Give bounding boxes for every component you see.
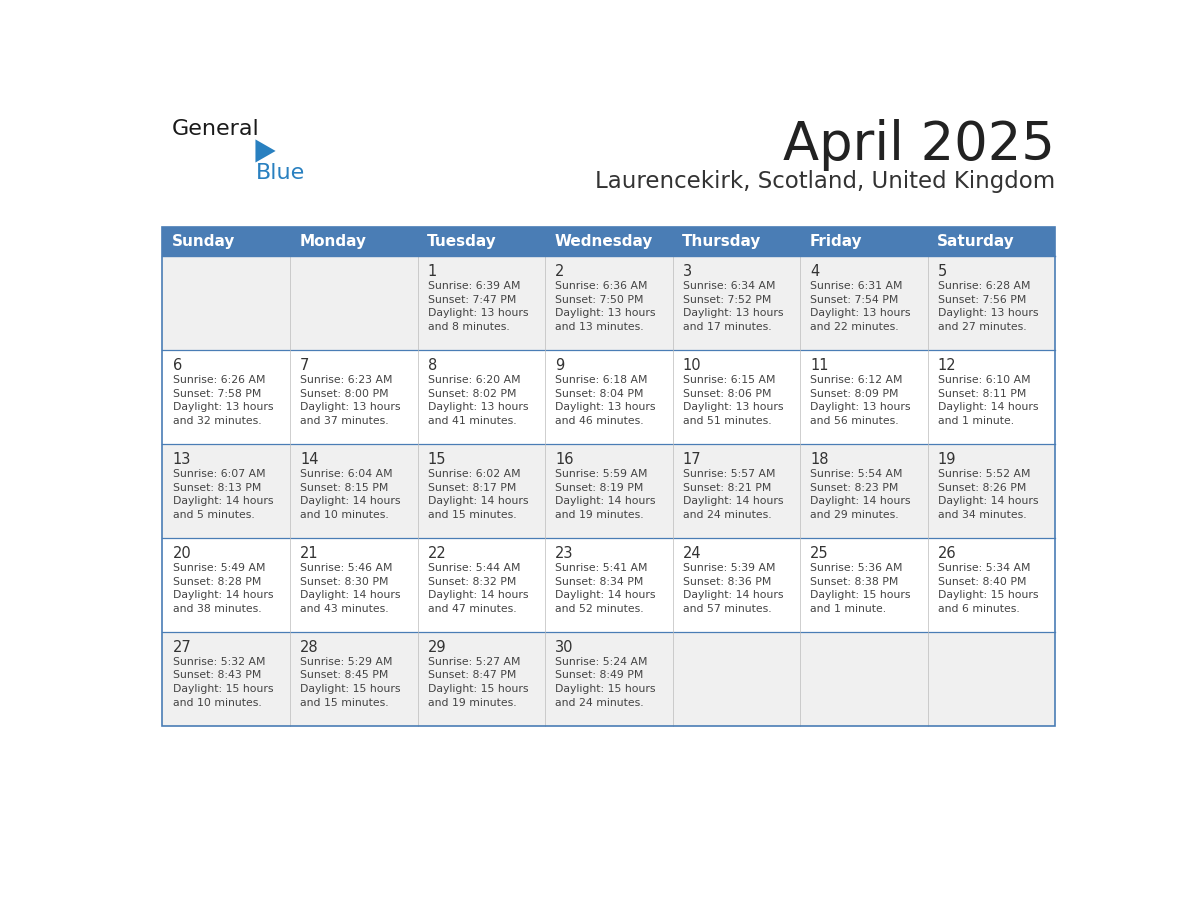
Text: 18: 18 <box>810 452 829 467</box>
Text: Sunrise: 5:32 AM
Sunset: 8:43 PM
Daylight: 15 hours
and 10 minutes.: Sunrise: 5:32 AM Sunset: 8:43 PM Dayligh… <box>172 657 273 708</box>
Text: Sunrise: 6:18 AM
Sunset: 8:04 PM
Daylight: 13 hours
and 46 minutes.: Sunrise: 6:18 AM Sunset: 8:04 PM Dayligh… <box>555 375 656 426</box>
Text: Sunrise: 5:57 AM
Sunset: 8:21 PM
Daylight: 14 hours
and 24 minutes.: Sunrise: 5:57 AM Sunset: 8:21 PM Dayligh… <box>683 469 783 520</box>
Text: Sunrise: 6:15 AM
Sunset: 8:06 PM
Daylight: 13 hours
and 51 minutes.: Sunrise: 6:15 AM Sunset: 8:06 PM Dayligh… <box>683 375 783 426</box>
Text: 12: 12 <box>937 358 956 373</box>
Text: Sunrise: 5:44 AM
Sunset: 8:32 PM
Daylight: 14 hours
and 47 minutes.: Sunrise: 5:44 AM Sunset: 8:32 PM Dayligh… <box>428 563 529 614</box>
Text: 24: 24 <box>683 546 701 561</box>
Text: 8: 8 <box>428 358 437 373</box>
Bar <box>163 227 1055 726</box>
Text: 23: 23 <box>555 546 574 561</box>
Text: 7: 7 <box>301 358 309 373</box>
Text: Sunrise: 5:36 AM
Sunset: 8:38 PM
Daylight: 15 hours
and 1 minute.: Sunrise: 5:36 AM Sunset: 8:38 PM Dayligh… <box>810 563 911 614</box>
Text: Sunrise: 5:52 AM
Sunset: 8:26 PM
Daylight: 14 hours
and 34 minutes.: Sunrise: 5:52 AM Sunset: 8:26 PM Dayligh… <box>937 469 1038 520</box>
Bar <box>163 351 1055 444</box>
Text: General: General <box>172 119 259 140</box>
Text: Sunrise: 6:34 AM
Sunset: 7:52 PM
Daylight: 13 hours
and 17 minutes.: Sunrise: 6:34 AM Sunset: 7:52 PM Dayligh… <box>683 281 783 332</box>
Text: Sunrise: 6:36 AM
Sunset: 7:50 PM
Daylight: 13 hours
and 13 minutes.: Sunrise: 6:36 AM Sunset: 7:50 PM Dayligh… <box>555 281 656 332</box>
Bar <box>163 227 1055 256</box>
Text: 21: 21 <box>301 546 318 561</box>
Text: Sunrise: 6:28 AM
Sunset: 7:56 PM
Daylight: 13 hours
and 27 minutes.: Sunrise: 6:28 AM Sunset: 7:56 PM Dayligh… <box>937 281 1038 332</box>
Text: 6: 6 <box>172 358 182 373</box>
Text: Friday: Friday <box>809 234 862 250</box>
Text: 3: 3 <box>683 264 691 279</box>
Text: Laurencekirk, Scotland, United Kingdom: Laurencekirk, Scotland, United Kingdom <box>595 170 1055 193</box>
Text: 29: 29 <box>428 640 447 655</box>
Text: Sunrise: 6:10 AM
Sunset: 8:11 PM
Daylight: 14 hours
and 1 minute.: Sunrise: 6:10 AM Sunset: 8:11 PM Dayligh… <box>937 375 1038 426</box>
Text: Sunrise: 5:24 AM
Sunset: 8:49 PM
Daylight: 15 hours
and 24 minutes.: Sunrise: 5:24 AM Sunset: 8:49 PM Dayligh… <box>555 657 656 708</box>
Text: 9: 9 <box>555 358 564 373</box>
Text: 28: 28 <box>301 640 318 655</box>
Text: 5: 5 <box>937 264 947 279</box>
Bar <box>163 444 1055 538</box>
Text: 30: 30 <box>555 640 574 655</box>
Text: 20: 20 <box>172 546 191 561</box>
Text: 13: 13 <box>172 452 191 467</box>
Text: Sunrise: 6:02 AM
Sunset: 8:17 PM
Daylight: 14 hours
and 15 minutes.: Sunrise: 6:02 AM Sunset: 8:17 PM Dayligh… <box>428 469 529 520</box>
Text: Sunrise: 6:12 AM
Sunset: 8:09 PM
Daylight: 13 hours
and 56 minutes.: Sunrise: 6:12 AM Sunset: 8:09 PM Dayligh… <box>810 375 911 426</box>
Text: Sunrise: 5:49 AM
Sunset: 8:28 PM
Daylight: 14 hours
and 38 minutes.: Sunrise: 5:49 AM Sunset: 8:28 PM Dayligh… <box>172 563 273 614</box>
Text: Sunrise: 6:31 AM
Sunset: 7:54 PM
Daylight: 13 hours
and 22 minutes.: Sunrise: 6:31 AM Sunset: 7:54 PM Dayligh… <box>810 281 911 332</box>
Text: Sunrise: 6:04 AM
Sunset: 8:15 PM
Daylight: 14 hours
and 10 minutes.: Sunrise: 6:04 AM Sunset: 8:15 PM Dayligh… <box>301 469 400 520</box>
Polygon shape <box>255 140 276 162</box>
Text: Sunrise: 5:54 AM
Sunset: 8:23 PM
Daylight: 14 hours
and 29 minutes.: Sunrise: 5:54 AM Sunset: 8:23 PM Dayligh… <box>810 469 911 520</box>
Text: Wednesday: Wednesday <box>555 234 652 250</box>
Text: 1: 1 <box>428 264 437 279</box>
Text: 26: 26 <box>937 546 956 561</box>
Bar <box>163 538 1055 633</box>
Text: 14: 14 <box>301 452 318 467</box>
Text: Saturday: Saturday <box>937 234 1015 250</box>
Text: Sunrise: 6:23 AM
Sunset: 8:00 PM
Daylight: 13 hours
and 37 minutes.: Sunrise: 6:23 AM Sunset: 8:00 PM Dayligh… <box>301 375 400 426</box>
Text: 22: 22 <box>428 546 447 561</box>
Text: Tuesday: Tuesday <box>426 234 497 250</box>
Text: April 2025: April 2025 <box>783 119 1055 172</box>
Text: Sunrise: 5:46 AM
Sunset: 8:30 PM
Daylight: 14 hours
and 43 minutes.: Sunrise: 5:46 AM Sunset: 8:30 PM Dayligh… <box>301 563 400 614</box>
Text: Blue: Blue <box>255 162 304 183</box>
Bar <box>163 256 1055 351</box>
Bar <box>163 633 1055 726</box>
Text: Sunrise: 5:41 AM
Sunset: 8:34 PM
Daylight: 14 hours
and 52 minutes.: Sunrise: 5:41 AM Sunset: 8:34 PM Dayligh… <box>555 563 656 614</box>
Text: Sunrise: 6:39 AM
Sunset: 7:47 PM
Daylight: 13 hours
and 8 minutes.: Sunrise: 6:39 AM Sunset: 7:47 PM Dayligh… <box>428 281 529 332</box>
Text: Sunrise: 6:20 AM
Sunset: 8:02 PM
Daylight: 13 hours
and 41 minutes.: Sunrise: 6:20 AM Sunset: 8:02 PM Dayligh… <box>428 375 529 426</box>
Text: Sunrise: 6:07 AM
Sunset: 8:13 PM
Daylight: 14 hours
and 5 minutes.: Sunrise: 6:07 AM Sunset: 8:13 PM Dayligh… <box>172 469 273 520</box>
Text: 10: 10 <box>683 358 701 373</box>
Text: 11: 11 <box>810 358 829 373</box>
Text: 4: 4 <box>810 264 820 279</box>
Text: Thursday: Thursday <box>682 234 762 250</box>
Text: 15: 15 <box>428 452 447 467</box>
Text: Sunday: Sunday <box>172 234 235 250</box>
Text: 16: 16 <box>555 452 574 467</box>
Text: 17: 17 <box>683 452 701 467</box>
Text: Sunrise: 5:59 AM
Sunset: 8:19 PM
Daylight: 14 hours
and 19 minutes.: Sunrise: 5:59 AM Sunset: 8:19 PM Dayligh… <box>555 469 656 520</box>
Text: Sunrise: 5:34 AM
Sunset: 8:40 PM
Daylight: 15 hours
and 6 minutes.: Sunrise: 5:34 AM Sunset: 8:40 PM Dayligh… <box>937 563 1038 614</box>
Text: 25: 25 <box>810 546 829 561</box>
Text: Sunrise: 5:39 AM
Sunset: 8:36 PM
Daylight: 14 hours
and 57 minutes.: Sunrise: 5:39 AM Sunset: 8:36 PM Dayligh… <box>683 563 783 614</box>
Text: 27: 27 <box>172 640 191 655</box>
Text: 19: 19 <box>937 452 956 467</box>
Text: Monday: Monday <box>299 234 366 250</box>
Text: 2: 2 <box>555 264 564 279</box>
Text: Sunrise: 5:27 AM
Sunset: 8:47 PM
Daylight: 15 hours
and 19 minutes.: Sunrise: 5:27 AM Sunset: 8:47 PM Dayligh… <box>428 657 529 708</box>
Text: Sunrise: 5:29 AM
Sunset: 8:45 PM
Daylight: 15 hours
and 15 minutes.: Sunrise: 5:29 AM Sunset: 8:45 PM Dayligh… <box>301 657 400 708</box>
Text: Sunrise: 6:26 AM
Sunset: 7:58 PM
Daylight: 13 hours
and 32 minutes.: Sunrise: 6:26 AM Sunset: 7:58 PM Dayligh… <box>172 375 273 426</box>
